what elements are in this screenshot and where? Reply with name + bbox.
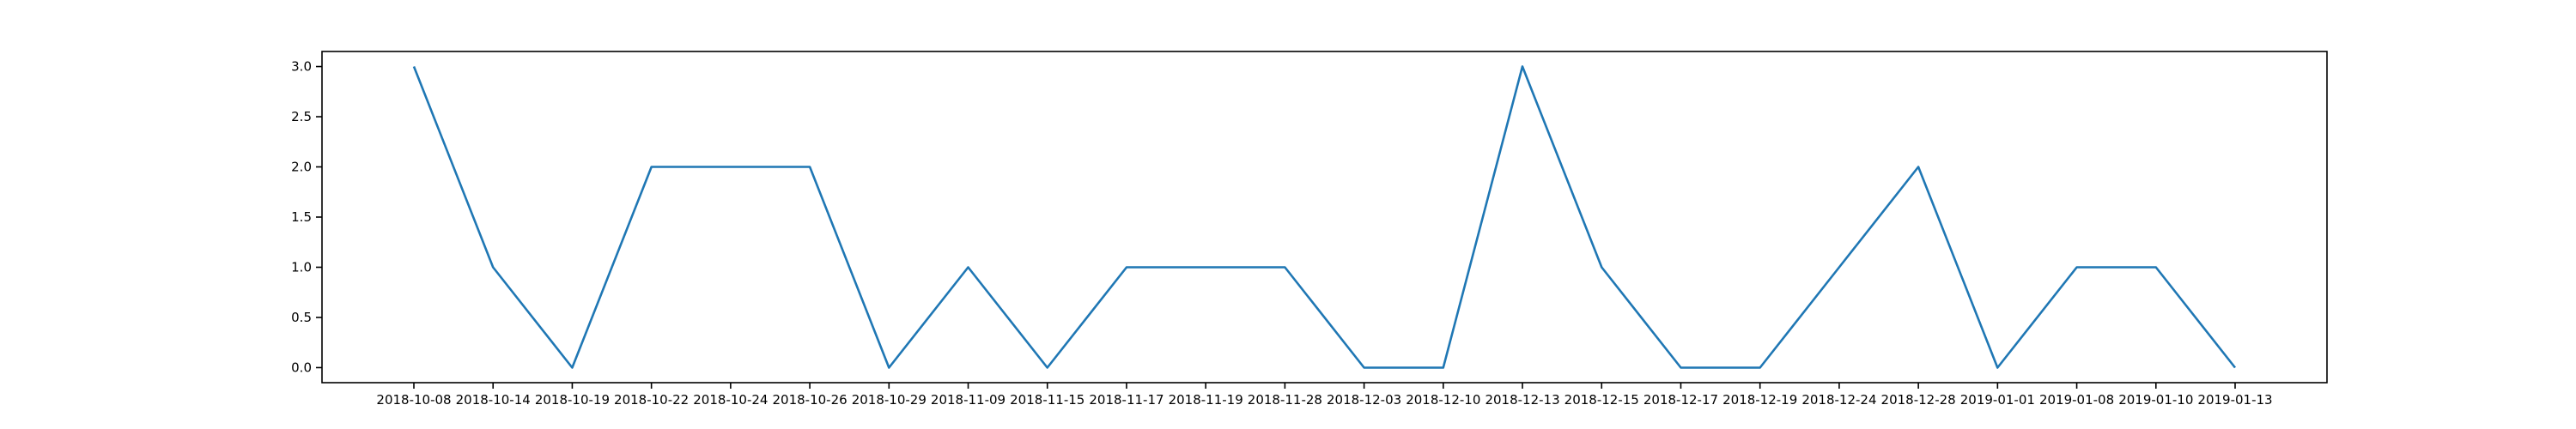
x-tick-label: 2018-12-15 (1564, 392, 1639, 408)
x-tick-label: 2018-12-13 (1485, 392, 1559, 408)
x-tick-label: 2018-10-08 (376, 392, 451, 408)
x-tick-label: 2018-12-28 (1881, 392, 1956, 408)
x-tick-label: 2018-10-24 (693, 392, 768, 408)
x-tick-label: 2019-01-10 (2118, 392, 2193, 408)
x-tick-label: 2018-10-14 (456, 392, 531, 408)
x-tick-label: 2018-10-29 (852, 392, 927, 408)
x-tick-label: 2018-11-19 (1169, 392, 1243, 408)
y-tick-label: 1.0 (291, 259, 312, 275)
y-tick-label: 3.0 (291, 59, 312, 75)
x-tick-label: 2019-01-08 (2039, 392, 2114, 408)
x-tick-label: 2018-12-17 (1643, 392, 1718, 408)
x-tick-label: 2018-11-17 (1089, 392, 1163, 408)
y-tick-label: 0.0 (291, 360, 312, 375)
x-axis: 2018-10-08 2018-10-14 2018-10-19 2018-10-22… (376, 383, 2273, 408)
x-tick-label: 2018-12-19 (1722, 392, 1797, 408)
x-tick-label: 2018-10-26 (772, 392, 847, 408)
x-tick-label: 2019-01-13 (2197, 392, 2272, 408)
x-tick-label: 2018-12-24 (1801, 392, 1876, 408)
x-tick-label: 2018-12-03 (1327, 392, 1401, 408)
x-tick-label: 2018-11-15 (1010, 392, 1084, 408)
y-tick-label: 0.5 (291, 310, 312, 325)
y-tick-label: 2.0 (291, 160, 312, 175)
plot-area-frame (321, 51, 2328, 384)
x-tick-label: 2019-01-01 (1960, 392, 2035, 408)
x-tick-label: 2018-12-10 (1406, 392, 1480, 408)
series-line (412, 65, 2237, 369)
y-tick-label: 1.5 (291, 209, 312, 225)
x-tick-label: 2018-11-09 (931, 392, 1005, 408)
x-tick-label: 2018-10-22 (614, 392, 689, 408)
y-axis: 0.0 0.5 1.0 1.5 2.0 2.5 3.0 (291, 59, 322, 375)
x-tick-label: 2018-11-28 (1248, 392, 1322, 408)
x-tick-label: 2018-10-19 (535, 392, 610, 408)
y-tick-label: 2.5 (291, 109, 312, 124)
